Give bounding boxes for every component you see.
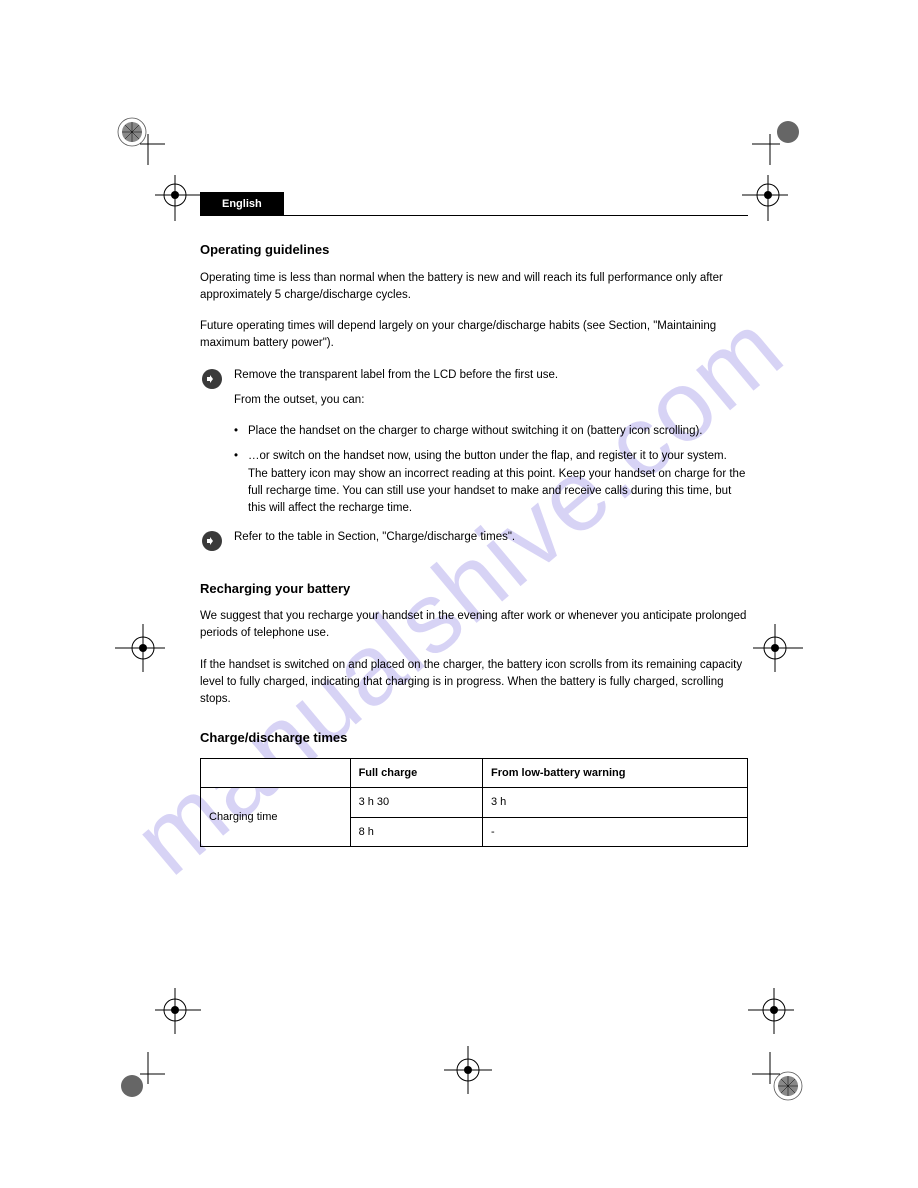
- cell: 3 h 30: [350, 788, 482, 818]
- recharging-para-1: We suggest that you recharge your handse…: [200, 608, 748, 643]
- cropmark-top-right-sphere: [752, 110, 808, 166]
- bullet-list: Place the handset on the charger to char…: [234, 423, 748, 517]
- note-icon: [202, 369, 222, 389]
- section-title: Operating guidelines: [200, 240, 748, 260]
- note-2-text: Refer to the table in Section, "Charge/d…: [234, 529, 748, 546]
- table-section: Charge/discharge times Full charge From …: [200, 728, 748, 847]
- list-item: Place the handset on the charger to char…: [234, 423, 748, 440]
- cropmark-bottom-center: [440, 1042, 496, 1098]
- recharging-title: Recharging your battery: [200, 579, 748, 599]
- note-row-2: Refer to the table in Section, "Charge/d…: [200, 529, 748, 560]
- cropmark-bottom-right-target: [742, 982, 798, 1038]
- cropmark-top-left-sphere: [110, 110, 166, 166]
- page-header: English: [200, 192, 748, 216]
- note-row-1: Remove the transparent label from the LC…: [200, 367, 748, 410]
- intro-para-1: Operating time is less than normal when …: [200, 270, 748, 305]
- cropmark-mid-right: [747, 620, 803, 676]
- th-full: Full charge: [350, 758, 482, 788]
- recharging-section: Recharging your battery We suggest that …: [200, 579, 748, 709]
- list-item: …or switch on the handset now, using the…: [234, 448, 748, 517]
- cell: -: [482, 817, 747, 847]
- cropmark-top-right-target: [742, 175, 798, 231]
- table-row: Charging time 3 h 30 3 h: [201, 788, 748, 818]
- th-low: From low-battery warning: [482, 758, 747, 788]
- language-tab: English: [200, 192, 284, 216]
- intro-para-2: Future operating times will depend large…: [200, 318, 748, 353]
- cell: 3 h: [482, 788, 747, 818]
- cell: 8 h: [350, 817, 482, 847]
- th-empty: [201, 758, 351, 788]
- table-row: Full charge From low-battery warning: [201, 758, 748, 788]
- cropmark-mid-left: [115, 620, 171, 676]
- note-icon: [202, 531, 222, 551]
- cropmark-bottom-right-sphere: [752, 1052, 808, 1108]
- from-outset: From the outset, you can:: [234, 392, 748, 409]
- cropmark-bottom-left-sphere: [110, 1052, 166, 1108]
- table-title: Charge/discharge times: [200, 728, 748, 748]
- charge-table: Full charge From low-battery warning Cha…: [200, 758, 748, 848]
- cropmark-bottom-left-target: [155, 982, 211, 1038]
- recharging-para-2: If the handset is switched on and placed…: [200, 657, 748, 709]
- note-1-text: Remove the transparent label from the LC…: [234, 367, 748, 384]
- row-label: Charging time: [201, 788, 351, 847]
- page-body: Operating guidelines Operating time is l…: [200, 240, 748, 847]
